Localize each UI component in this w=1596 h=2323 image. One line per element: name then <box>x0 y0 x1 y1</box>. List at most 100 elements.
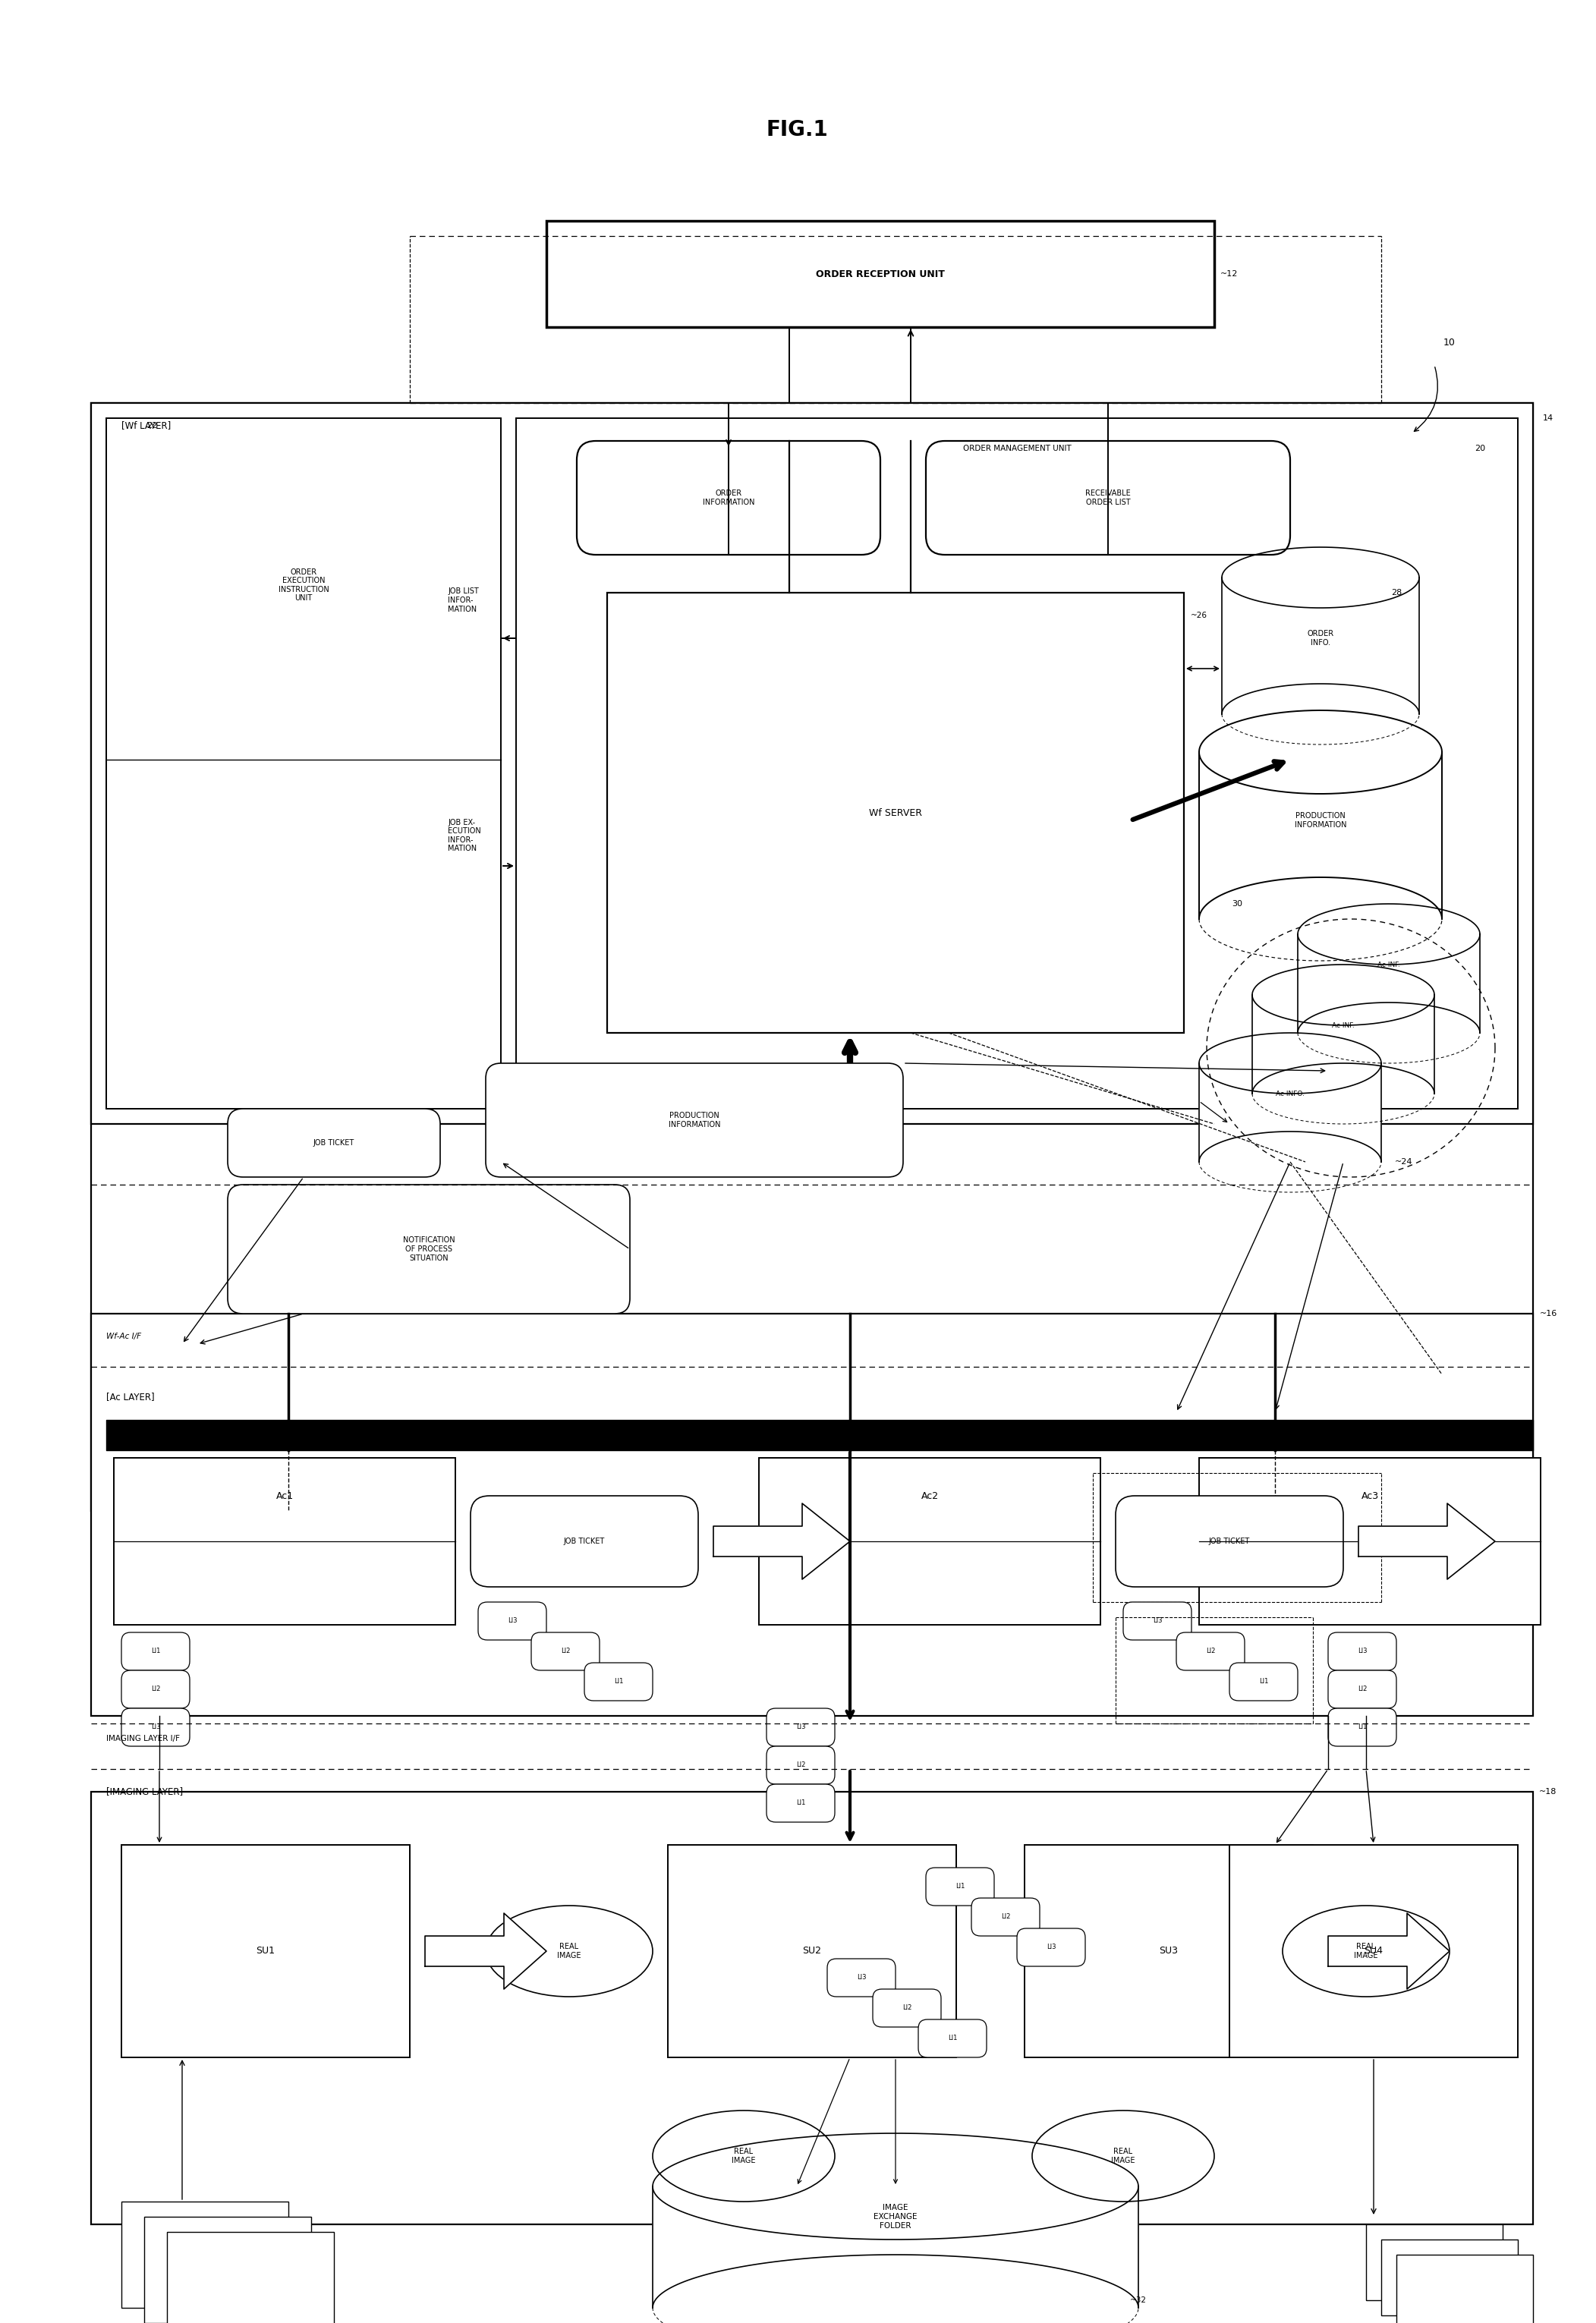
Polygon shape <box>1253 964 1435 1094</box>
Text: SU4: SU4 <box>1365 1947 1384 1956</box>
Text: 30: 30 <box>1232 899 1242 908</box>
Text: ORDER RECEPTION UNIT: ORDER RECEPTION UNIT <box>816 269 945 279</box>
Text: LI2: LI2 <box>902 2005 911 2012</box>
Text: REAL
IMAGE: REAL IMAGE <box>1353 1942 1377 1958</box>
Bar <box>1229 1844 1518 2058</box>
Bar <box>546 221 1215 328</box>
Bar <box>144 2216 311 2323</box>
Polygon shape <box>1199 711 1441 920</box>
Ellipse shape <box>653 2112 835 2202</box>
Text: LI2: LI2 <box>1358 1686 1366 1693</box>
FancyBboxPatch shape <box>1176 1633 1245 1670</box>
FancyBboxPatch shape <box>926 441 1290 555</box>
Text: NOTIFICATION
OF PROCESS
SITUATION: NOTIFICATION OF PROCESS SITUATION <box>402 1236 455 1261</box>
Text: IMAGE
EXCHANGE
FOLDER: IMAGE EXCHANGE FOLDER <box>873 2205 918 2230</box>
FancyBboxPatch shape <box>1229 1663 1298 1700</box>
Text: REAL
IMAGE: REAL IMAGE <box>557 1942 581 1958</box>
FancyBboxPatch shape <box>1017 1928 1085 1965</box>
Text: ORDER
INFO.: ORDER INFO. <box>1307 630 1334 646</box>
Text: ~12: ~12 <box>1221 269 1238 279</box>
Bar <box>121 2202 289 2307</box>
FancyBboxPatch shape <box>576 441 881 555</box>
Text: Ac INF.: Ac INF. <box>1333 1022 1355 1029</box>
Text: SU3: SU3 <box>1159 1947 1178 1956</box>
FancyBboxPatch shape <box>471 1496 697 1587</box>
Text: LI3: LI3 <box>508 1617 517 1624</box>
FancyBboxPatch shape <box>479 1603 546 1640</box>
FancyBboxPatch shape <box>766 1747 835 1784</box>
Text: [Ac LAYER]: [Ac LAYER] <box>107 1391 155 1403</box>
FancyBboxPatch shape <box>918 2019 986 2058</box>
Text: ORDER MANAGEMENT UNIT: ORDER MANAGEMENT UNIT <box>962 444 1071 453</box>
Text: LI1: LI1 <box>956 1884 964 1891</box>
Polygon shape <box>1298 904 1479 1034</box>
Text: SU1: SU1 <box>255 1947 275 1956</box>
Text: PRODUCTION
INFORMATION: PRODUCTION INFORMATION <box>1294 813 1347 829</box>
Bar <box>1366 2225 1503 2300</box>
FancyBboxPatch shape <box>1328 1633 1396 1670</box>
Bar <box>1199 1459 1540 1624</box>
Text: LI3: LI3 <box>857 1975 867 1982</box>
Bar <box>113 1459 455 1624</box>
Text: REAL
IMAGE: REAL IMAGE <box>733 2149 755 2165</box>
Text: ~26: ~26 <box>1191 611 1208 620</box>
Bar <box>91 402 1534 1124</box>
Text: 28: 28 <box>1392 590 1401 597</box>
Text: Ac3: Ac3 <box>1361 1491 1379 1501</box>
Bar <box>91 1791 1534 2225</box>
Bar <box>1396 2256 1534 2323</box>
FancyBboxPatch shape <box>972 1898 1039 1935</box>
Text: JOB TICKET: JOB TICKET <box>563 1538 605 1545</box>
Text: LI3: LI3 <box>796 1724 806 1731</box>
Text: LI3: LI3 <box>1358 1647 1368 1654</box>
Text: REAL
IMAGE: REAL IMAGE <box>1111 2149 1135 2165</box>
Text: ~24: ~24 <box>1395 1159 1412 1166</box>
Text: JOB TICKET: JOB TICKET <box>313 1138 354 1148</box>
FancyBboxPatch shape <box>1124 1603 1192 1640</box>
Text: LI3: LI3 <box>1047 1944 1057 1951</box>
Text: [Wf LAYER]: [Wf LAYER] <box>121 420 171 430</box>
Text: Ac1: Ac1 <box>276 1491 294 1501</box>
Text: LI2: LI2 <box>1205 1647 1215 1654</box>
Bar <box>516 418 1518 1108</box>
Text: RECEIVABLE
ORDER LIST: RECEIVABLE ORDER LIST <box>1085 490 1130 506</box>
Bar <box>1381 2239 1518 2316</box>
Text: Ac INFO.: Ac INFO. <box>1275 1089 1304 1096</box>
Text: LI1: LI1 <box>796 1800 806 1807</box>
Text: LI3: LI3 <box>152 1724 160 1731</box>
FancyBboxPatch shape <box>485 1064 903 1178</box>
Text: 22: 22 <box>147 423 156 430</box>
Text: LI2: LI2 <box>560 1647 570 1654</box>
Text: IMAGING LAYER I/F: IMAGING LAYER I/F <box>107 1735 180 1742</box>
Text: LI1: LI1 <box>1358 1724 1366 1731</box>
Text: 14: 14 <box>1543 413 1553 423</box>
Text: JOB TICKET: JOB TICKET <box>1208 1538 1250 1545</box>
Text: [IMAGING LAYER]: [IMAGING LAYER] <box>107 1786 184 1796</box>
FancyBboxPatch shape <box>121 1707 190 1747</box>
Text: LI2: LI2 <box>1001 1914 1010 1921</box>
Text: LI2: LI2 <box>152 1686 160 1693</box>
Bar <box>107 418 501 1108</box>
FancyBboxPatch shape <box>827 1958 895 1998</box>
Text: 20: 20 <box>1475 444 1486 453</box>
Bar <box>91 1315 1534 1717</box>
Ellipse shape <box>485 1905 653 1998</box>
Bar <box>760 1459 1100 1624</box>
FancyBboxPatch shape <box>584 1663 653 1700</box>
Polygon shape <box>653 2133 1138 2307</box>
Polygon shape <box>713 1503 851 1580</box>
Polygon shape <box>425 1914 546 1988</box>
Text: Wf SERVER: Wf SERVER <box>868 808 922 818</box>
Text: ~32: ~32 <box>1130 2297 1146 2304</box>
FancyBboxPatch shape <box>926 1868 994 1905</box>
Polygon shape <box>1328 1914 1449 1988</box>
Text: ORDER
INFORMATION: ORDER INFORMATION <box>702 490 755 506</box>
Text: LI1: LI1 <box>948 2035 958 2042</box>
Bar <box>121 1844 410 2058</box>
FancyBboxPatch shape <box>531 1633 600 1670</box>
Text: ORDER
EXECUTION
INSTRUCTION
UNIT: ORDER EXECUTION INSTRUCTION UNIT <box>278 569 329 602</box>
Text: JOB LIST
INFOR-
MATION: JOB LIST INFOR- MATION <box>448 588 479 613</box>
Text: LI1: LI1 <box>614 1677 622 1684</box>
Text: LI3: LI3 <box>1152 1617 1162 1624</box>
Polygon shape <box>1199 1034 1381 1162</box>
